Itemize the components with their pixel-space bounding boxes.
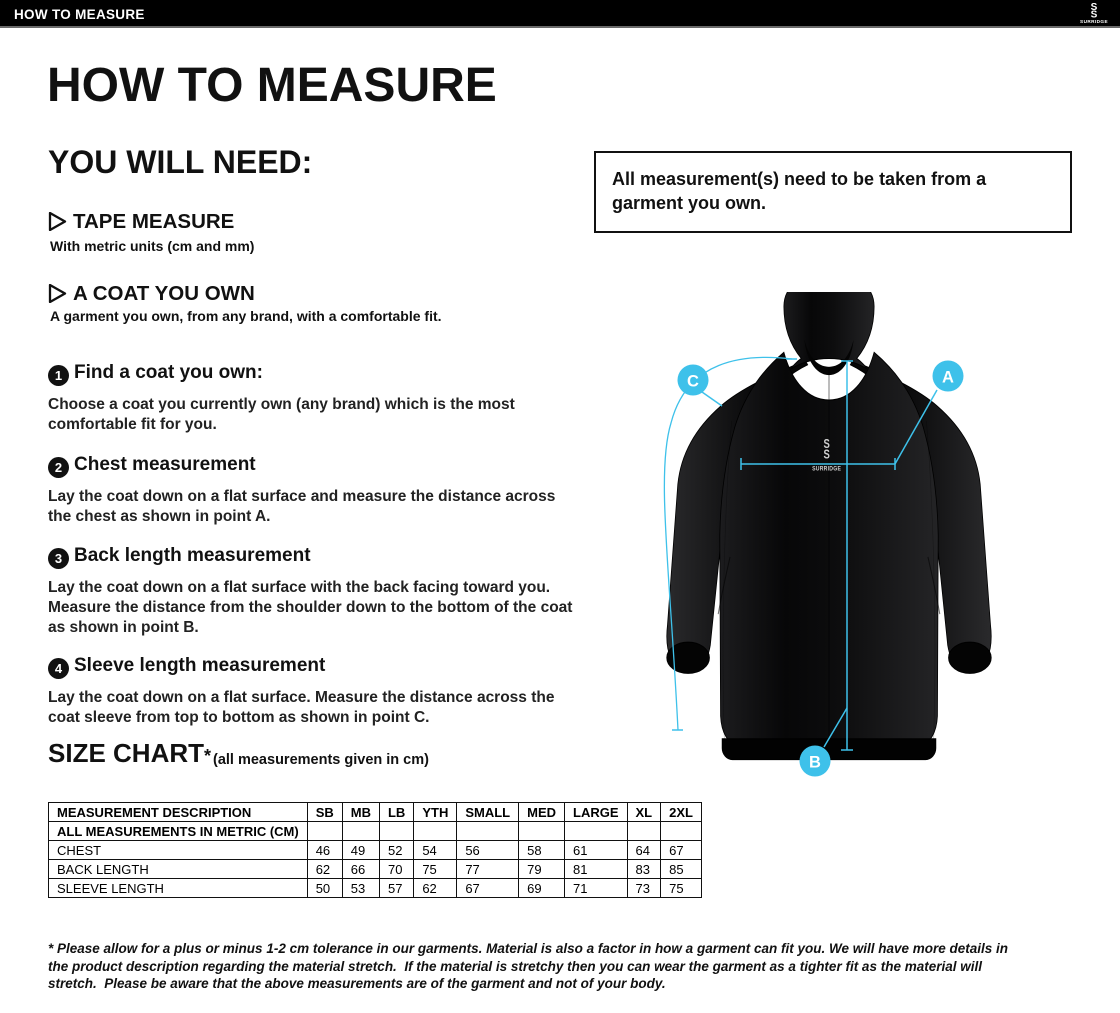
- svg-text:B: B: [809, 754, 821, 772]
- svg-text:C: C: [687, 373, 699, 391]
- svg-text:A: A: [942, 369, 954, 387]
